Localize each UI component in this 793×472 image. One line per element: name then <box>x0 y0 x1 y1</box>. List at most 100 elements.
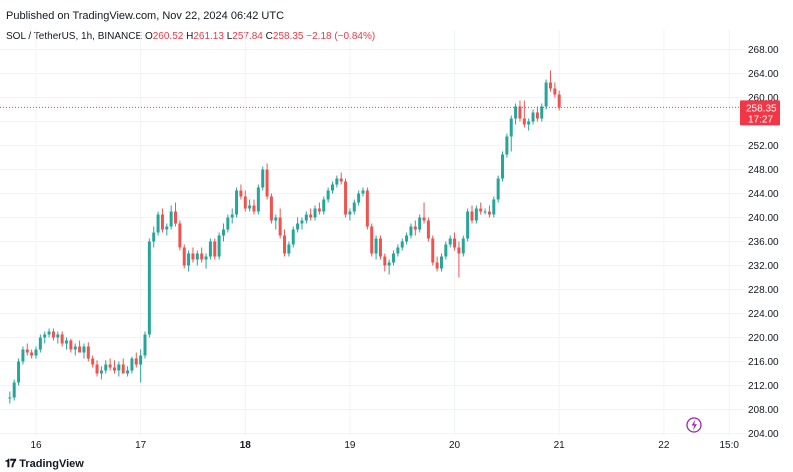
candle-body <box>226 217 230 230</box>
candle-body <box>152 232 156 242</box>
time-tick-label: 16 <box>30 440 42 451</box>
candle-body <box>21 349 25 362</box>
candle-body <box>174 211 178 224</box>
candle <box>248 199 252 212</box>
candle-body <box>12 382 16 398</box>
low-value: 257.84 <box>232 31 263 42</box>
price-tick-label: 224.00 <box>748 309 779 320</box>
candle-body <box>370 226 374 254</box>
ohlc-legend: SOL / TetherUS, 1h, BINANCE O260.52 H261… <box>6 31 375 42</box>
candle <box>8 391 12 404</box>
candle-body <box>30 352 34 356</box>
candle <box>252 199 256 215</box>
candle <box>470 205 474 224</box>
price-tick-label: 236.00 <box>748 237 779 248</box>
candle-body <box>182 247 186 266</box>
candle-body <box>527 121 531 125</box>
candle <box>287 241 291 257</box>
candle-body <box>278 217 282 236</box>
candle-body <box>147 241 151 335</box>
candle <box>156 211 160 236</box>
candle <box>73 343 77 356</box>
candle-body <box>387 262 391 266</box>
candle <box>126 366 130 377</box>
candle-body <box>265 169 269 197</box>
candle-body <box>283 235 287 254</box>
candle-body <box>509 118 513 137</box>
candle-body <box>69 340 73 350</box>
candle-body <box>51 331 55 338</box>
candle-body <box>540 106 544 119</box>
candle-body <box>457 247 461 254</box>
candle <box>527 118 531 131</box>
candle <box>78 340 82 353</box>
candle <box>348 208 352 221</box>
price-tick-label: 232.00 <box>748 261 779 272</box>
candle <box>361 187 365 197</box>
candle-body <box>470 211 474 221</box>
last-price-value: 258.35 <box>746 103 777 114</box>
candle <box>104 360 108 374</box>
candle-body <box>435 262 439 269</box>
candle <box>300 217 304 230</box>
candle-body <box>487 211 491 215</box>
candle <box>514 103 518 125</box>
candle <box>466 208 470 242</box>
candle <box>243 190 247 212</box>
price-tick-label: 212.00 <box>748 381 779 392</box>
candle-body <box>121 364 125 374</box>
candle <box>383 253 387 272</box>
candle-body <box>531 112 535 122</box>
candle-body <box>156 214 160 233</box>
candle <box>230 208 234 224</box>
tradingview-logo[interactable]: 𝟏𝟕 TradingView <box>5 458 84 471</box>
candle-body <box>418 217 422 230</box>
candle <box>239 184 243 200</box>
candle-body <box>322 199 326 212</box>
time-axis[interactable]: 16 17 18 19 20 21 22 15:0 <box>30 440 739 451</box>
candle <box>95 360 99 377</box>
candle-body <box>25 349 29 353</box>
candle <box>169 205 173 230</box>
published-caption: Published on TradingView.com, Nov 22, 20… <box>6 10 285 22</box>
candle-body <box>178 223 182 248</box>
candle <box>296 217 300 233</box>
candle-body <box>217 235 221 257</box>
candle <box>474 205 478 224</box>
candle-body <box>553 88 557 95</box>
candle <box>413 220 417 236</box>
price-tick-label: 244.00 <box>748 189 779 200</box>
candle-body <box>439 256 443 269</box>
high-label: H <box>186 31 194 42</box>
candle-body <box>60 334 64 344</box>
candle <box>448 235 452 248</box>
candle <box>34 346 38 359</box>
candle-body <box>291 229 295 245</box>
candle <box>226 214 230 233</box>
candle <box>544 79 548 110</box>
candle <box>422 202 426 224</box>
candle-body <box>548 82 552 89</box>
candle-body <box>300 220 304 224</box>
candle <box>444 241 448 260</box>
lightning-icon[interactable] <box>686 417 702 433</box>
last-price-tag: 258.35 17:27 <box>740 100 780 126</box>
symbol-label[interactable]: SOL / TetherUS, 1h, BINANCE <box>6 31 143 42</box>
candle <box>439 253 443 272</box>
candle-body <box>483 211 487 213</box>
candle-body <box>108 364 112 368</box>
price-tick-label: 216.00 <box>748 357 779 368</box>
candle <box>108 358 112 371</box>
candle-body <box>352 202 356 212</box>
tradingview-logo-icon: 𝟏𝟕 <box>5 458 16 470</box>
candle-body <box>204 256 208 260</box>
candle <box>86 342 90 362</box>
close-label: C <box>265 31 273 42</box>
candle <box>487 205 491 218</box>
candle-body <box>313 208 317 218</box>
candle-body <box>82 346 86 353</box>
high-value: 261.13 <box>193 31 224 42</box>
candle-body <box>396 247 400 254</box>
candle-body <box>392 253 396 263</box>
